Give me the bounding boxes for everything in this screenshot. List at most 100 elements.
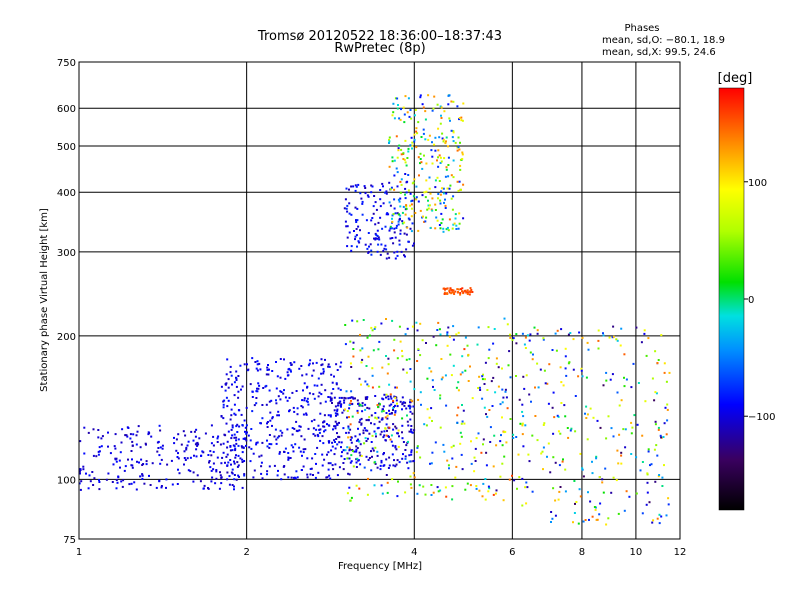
data-point (358, 241, 361, 244)
data-point (349, 438, 352, 441)
data-point (374, 237, 377, 240)
data-point (433, 389, 436, 391)
data-point (284, 396, 287, 399)
data-point (457, 406, 460, 409)
data-point (397, 432, 399, 435)
data-point (233, 485, 235, 488)
data-point (396, 171, 399, 174)
data-point (554, 461, 557, 464)
data-point (222, 442, 225, 445)
data-point (347, 436, 350, 439)
data-point (355, 450, 358, 453)
data-point (340, 361, 343, 364)
data-point (331, 441, 334, 444)
data-point (141, 477, 144, 480)
data-point (461, 151, 464, 154)
data-point (401, 457, 404, 460)
data-point (117, 476, 120, 479)
data-point (277, 469, 279, 472)
data-point (461, 119, 464, 122)
data-point (200, 454, 203, 457)
data-point (382, 185, 384, 188)
data-point (176, 456, 179, 458)
data-point (505, 441, 508, 444)
data-point (398, 461, 401, 464)
data-point (497, 385, 500, 388)
data-point (506, 407, 509, 410)
data-point (417, 348, 420, 351)
data-point (551, 349, 554, 351)
data-point (244, 437, 247, 440)
data-point (371, 217, 374, 219)
data-point (279, 398, 282, 401)
data-point (245, 406, 248, 409)
data-point (292, 446, 295, 449)
data-point (401, 431, 403, 434)
data-point (502, 499, 505, 502)
data-point (382, 464, 385, 467)
data-point (371, 374, 374, 377)
data-point (389, 225, 392, 228)
data-point (243, 473, 246, 476)
data-point (131, 440, 134, 443)
data-point (204, 432, 207, 435)
data-point (586, 438, 589, 441)
data-point (287, 476, 290, 479)
data-point (287, 458, 290, 461)
data-point (589, 407, 592, 410)
data-point (290, 370, 292, 373)
data-point (336, 443, 339, 446)
data-point (209, 466, 212, 469)
data-point (323, 414, 326, 417)
data-point (385, 213, 388, 216)
data-point (324, 389, 327, 392)
data-point (399, 191, 402, 194)
data-point (410, 117, 413, 120)
data-point (356, 409, 359, 412)
data-point (444, 287, 447, 290)
data-point (455, 386, 458, 389)
data-point (330, 397, 333, 400)
data-point (280, 434, 283, 437)
data-point (581, 467, 584, 470)
data-point (602, 491, 605, 494)
data-point (331, 381, 334, 384)
data-point (301, 399, 304, 402)
data-point (440, 212, 443, 215)
data-point (158, 479, 161, 482)
data-point (499, 403, 502, 406)
data-point (346, 225, 349, 228)
data-point (130, 482, 133, 485)
data-point (432, 385, 434, 388)
data-point (469, 287, 472, 290)
data-point (345, 187, 348, 190)
data-point (388, 383, 391, 386)
data-point (509, 376, 512, 379)
data-point (115, 460, 118, 463)
data-point (350, 390, 353, 393)
data-point (546, 455, 548, 458)
data-point (335, 383, 338, 386)
data-point (446, 344, 449, 347)
data-point (278, 435, 280, 438)
data-point (376, 404, 379, 406)
data-point (334, 447, 337, 450)
data-point (346, 210, 349, 213)
data-point (564, 347, 567, 350)
data-point (436, 329, 439, 331)
data-point (487, 326, 490, 329)
data-point (345, 390, 348, 393)
data-point (342, 427, 345, 430)
data-point (381, 397, 384, 400)
data-point (388, 409, 390, 412)
data-point (386, 252, 389, 255)
data-point (370, 414, 373, 417)
data-point (257, 387, 260, 390)
data-point (444, 486, 447, 489)
data-point (227, 461, 230, 464)
data-point (373, 327, 376, 330)
data-point (274, 428, 277, 431)
data-point (501, 401, 504, 404)
data-point (376, 466, 379, 469)
